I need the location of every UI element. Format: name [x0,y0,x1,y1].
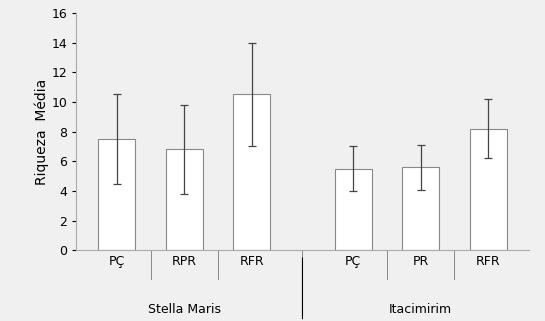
Bar [470,129,507,250]
Bar [402,167,439,250]
Bar [98,139,135,250]
Bar [335,169,372,250]
Bar [166,150,203,250]
Bar [233,94,270,250]
Y-axis label: Riqueza  Média: Riqueza Média [34,79,49,185]
Text: Itacimirim: Itacimirim [389,303,452,316]
Text: Stella Maris: Stella Maris [148,303,221,316]
